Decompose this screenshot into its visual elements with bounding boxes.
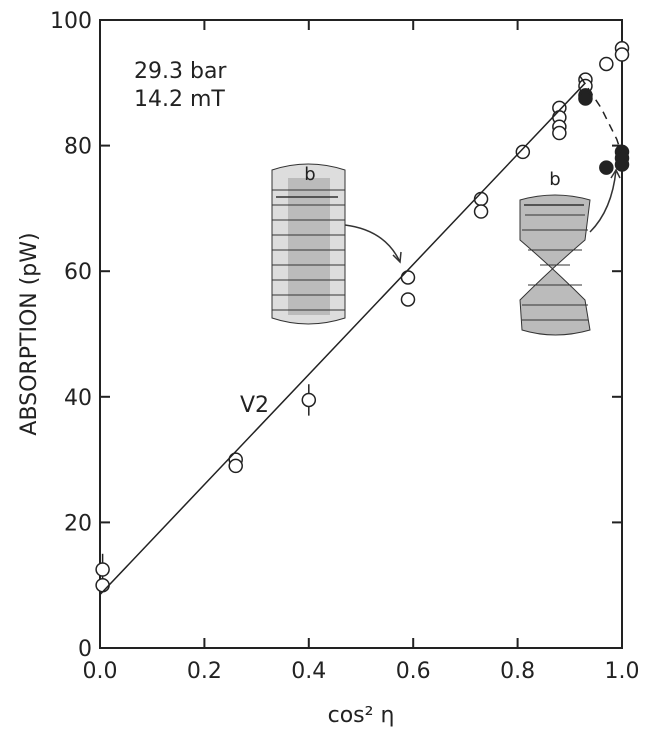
point xyxy=(579,92,592,105)
chart: b b 29.3 bar 14.2 mT V2 cos² η ABSORPTIO… xyxy=(0,0,651,734)
point xyxy=(516,145,529,158)
inset-label: b xyxy=(304,164,315,185)
line xyxy=(100,83,585,595)
y-tick-label: 40 xyxy=(64,386,92,411)
annotation: 14.2 mT xyxy=(134,87,225,112)
y-axis-label: ABSORPTION (pW) xyxy=(17,232,42,435)
x-tick-label: 0.2 xyxy=(187,659,222,684)
annotation: V2 xyxy=(240,393,269,418)
y-tick-label: 100 xyxy=(50,9,92,34)
x-tick-label: 0.8 xyxy=(500,659,535,684)
point xyxy=(229,459,242,472)
point xyxy=(600,161,613,174)
x-axis-label: cos² η xyxy=(328,703,395,728)
point xyxy=(401,271,414,284)
point xyxy=(616,48,629,61)
y-tick-label: 60 xyxy=(64,260,92,285)
point xyxy=(475,205,488,218)
y-tick-label: 0 xyxy=(78,637,92,662)
x-tick-label: 0.0 xyxy=(83,659,118,684)
point xyxy=(96,563,109,576)
point xyxy=(401,293,414,306)
point xyxy=(553,127,566,140)
point xyxy=(600,57,613,70)
point xyxy=(475,192,488,205)
x-tick-label: 0.6 xyxy=(396,659,431,684)
point xyxy=(302,393,315,406)
x-tick-label: 1.0 xyxy=(605,659,640,684)
x-tick-label: 0.4 xyxy=(291,659,326,684)
inset-twisted xyxy=(520,170,620,335)
inset-label: b xyxy=(549,169,560,190)
inset-straight xyxy=(272,164,401,324)
point xyxy=(96,579,109,592)
y-tick-label: 80 xyxy=(64,135,92,160)
annotation: 29.3 bar xyxy=(134,59,227,84)
point xyxy=(616,158,629,171)
y-tick-label: 20 xyxy=(64,511,92,536)
